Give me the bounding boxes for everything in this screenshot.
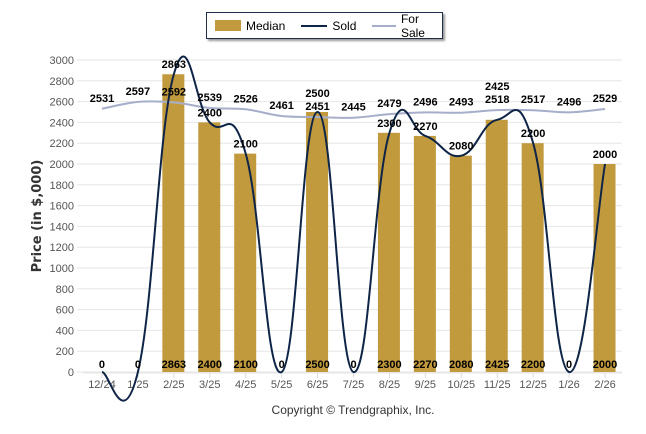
data-label-for-sale: 2597 (126, 86, 150, 98)
y-tick-label: 2000 (50, 159, 74, 171)
y-tick-label: 1400 (50, 221, 74, 233)
data-label-median: 2100 (233, 359, 257, 371)
data-label-sold: 2500 (305, 88, 329, 100)
y-tick-label: 1600 (50, 201, 74, 213)
y-tick-label: 200 (56, 346, 74, 358)
bar-median (377, 132, 400, 372)
labels-layer: 0 0 2863 2400 2100 0 2500 0 2300 2270 2080 2425 2200… (90, 59, 618, 371)
data-label-for-sale: 2526 (233, 93, 257, 105)
data-label-sold: 2100 (233, 139, 257, 151)
y-tick-label: 0 (68, 367, 74, 379)
x-tick-label: 10/25 (448, 379, 476, 391)
bar-median (198, 122, 221, 373)
data-label-sold: 2400 (198, 107, 222, 119)
x-tick-label: 5/25 (271, 379, 292, 391)
data-label-median: 2270 (413, 359, 437, 371)
x-tick-label: 3/25 (199, 379, 220, 391)
for-sale-swatch (372, 24, 396, 27)
data-label-for-sale: 2479 (377, 98, 401, 110)
y-tick-label: 2600 (50, 97, 74, 109)
y-tick-label: 2800 (50, 76, 74, 88)
x-tick-label: 4/25 (235, 379, 256, 391)
data-label-median: 0 (566, 359, 572, 371)
data-label-for-sale: 2445 (341, 102, 365, 114)
data-label-for-sale: 2496 (557, 96, 581, 108)
data-label-sold: 2863 (162, 59, 186, 71)
legend-label-sold: Sold (332, 18, 357, 33)
y-tick-label: 1800 (50, 180, 74, 192)
legend-item-for-sale: For Sale (364, 12, 442, 40)
lines-layer (101, 55, 607, 402)
data-label-sold: 2270 (413, 121, 437, 133)
bar-median (485, 119, 508, 372)
y-tick-label: 1000 (50, 263, 74, 275)
x-tick-label: 9/25 (415, 379, 436, 391)
data-label-median: 2200 (521, 359, 545, 371)
line-for-sale (101, 100, 606, 119)
legend-item-sold: Sold (293, 19, 356, 33)
data-label-for-sale: 2531 (90, 93, 114, 105)
x-tick-label: 1/26 (558, 379, 579, 391)
sold-swatch (301, 24, 328, 27)
bar-median (306, 112, 329, 372)
data-label-median: 0 (279, 359, 285, 371)
legend-item-median: Median (215, 19, 285, 33)
data-label-median: 2080 (449, 359, 473, 371)
median-swatch (215, 20, 241, 31)
data-label-for-sale: 2539 (198, 92, 222, 104)
y-tick-label: 2400 (50, 117, 74, 129)
data-label-for-sale: 2529 (593, 93, 617, 105)
y-axis-label: Price (in $,000) (30, 160, 45, 273)
data-label-sold: 2080 (449, 141, 473, 153)
data-label-sold: 2200 (521, 128, 545, 140)
data-label-sold: 2000 (593, 149, 617, 161)
data-label-median: 2425 (485, 359, 509, 371)
bar-median (593, 164, 616, 372)
data-label-for-sale: 2493 (449, 97, 473, 109)
x-tick-label: 1/25 (127, 379, 148, 391)
line-sold (101, 55, 607, 402)
x-tick-label: 2/25 (163, 379, 184, 391)
data-label-sold: 2300 (377, 118, 401, 130)
bar-median (162, 74, 185, 373)
data-label-median: 2400 (198, 359, 222, 371)
y-tick-label: 2200 (50, 138, 74, 150)
data-label-median: 2500 (305, 359, 329, 371)
bar-median (521, 143, 544, 372)
x-tick-label: 2/26 (594, 379, 615, 391)
y-tick-label: 1200 (50, 242, 74, 254)
data-label-median: 0 (350, 359, 356, 371)
data-label-median: 2863 (162, 359, 186, 371)
data-label-median: 0 (135, 359, 141, 371)
data-label-for-sale: 2517 (521, 94, 545, 106)
y-tick-label: 600 (56, 305, 74, 317)
data-label-for-sale: 2592 (162, 86, 186, 98)
x-tick-label: 7/25 (343, 379, 364, 391)
x-tick-label: 11/25 (484, 379, 511, 391)
x-tick-label: 6/25 (307, 379, 328, 391)
data-label-median: 2000 (593, 359, 617, 371)
bar-median (234, 153, 257, 372)
x-tick-label: 12/25 (519, 379, 547, 391)
legend-label-median: Median (246, 18, 286, 33)
bar-median (413, 135, 436, 372)
legend: Median Sold For Sale (206, 12, 443, 40)
data-label-for-sale: 2461 (269, 100, 293, 112)
data-label-median: 2300 (377, 359, 401, 371)
legend-label-for-sale: For Sale (400, 11, 425, 40)
data-label-for-sale: 2451 (305, 101, 329, 113)
data-label-median: 0 (99, 359, 105, 371)
data-label-sold: 2425 (485, 81, 509, 93)
data-label-for-sale: 2496 (413, 96, 437, 108)
copyright: Copyright © Trendgraphix, Inc. (271, 403, 435, 417)
bar-median (449, 155, 472, 372)
y-tick-label: 800 (56, 284, 74, 296)
x-tick-label: 8/25 (379, 379, 400, 391)
y-tick-label: 400 (56, 325, 74, 337)
y-tick-label: 3000 (50, 55, 74, 67)
data-label-for-sale: 2518 (485, 94, 509, 106)
